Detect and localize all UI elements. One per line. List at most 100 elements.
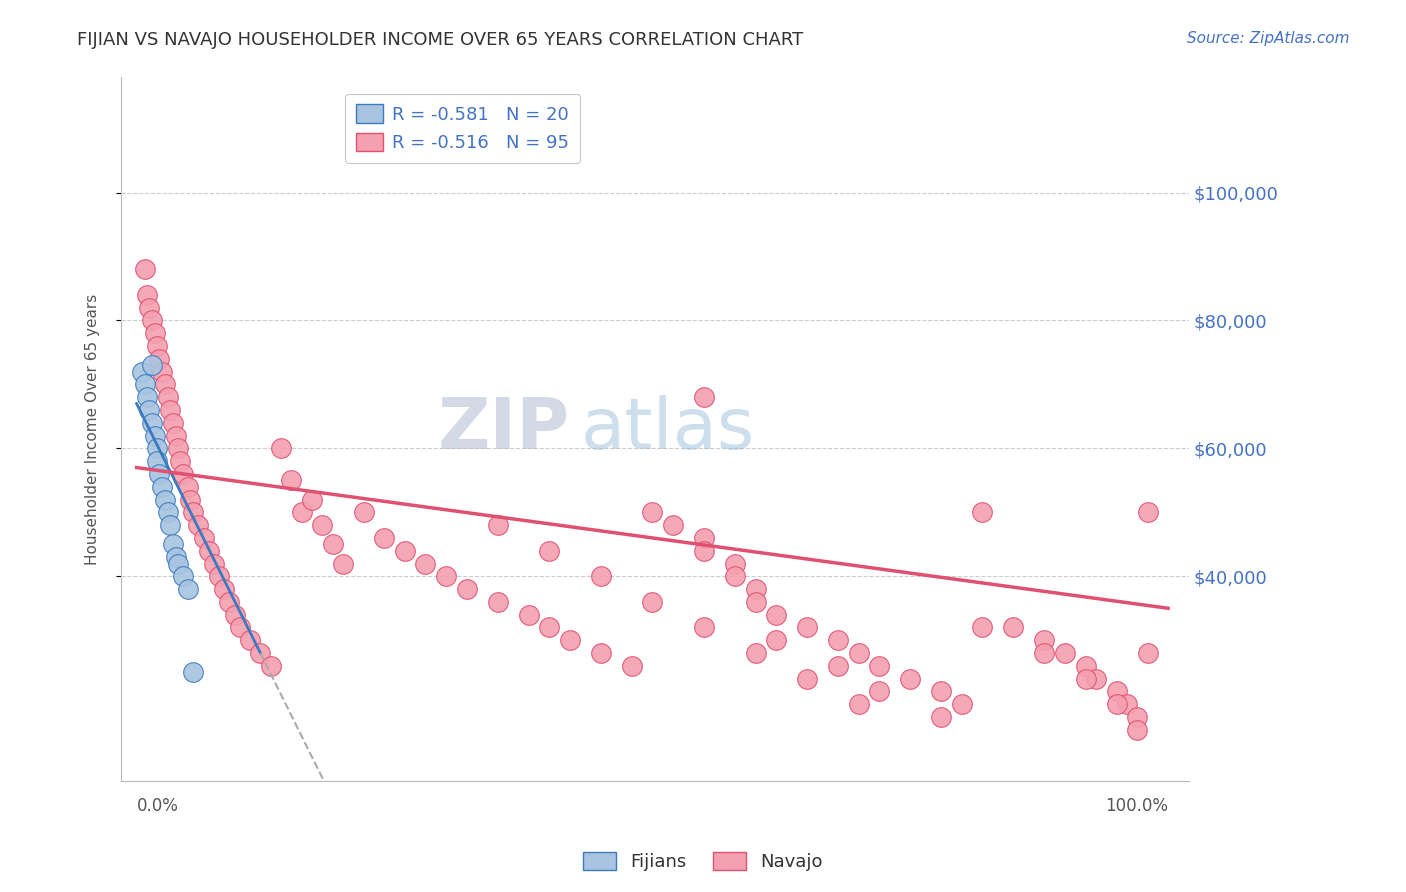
- Point: [1053, 646, 1076, 660]
- Point: [1115, 697, 1137, 711]
- Point: [1105, 697, 1128, 711]
- Point: [291, 505, 314, 519]
- Point: [156, 505, 179, 519]
- Point: [744, 595, 766, 609]
- Text: 100.0%: 100.0%: [1105, 797, 1168, 815]
- Point: [1126, 723, 1149, 737]
- Text: Source: ZipAtlas.com: Source: ZipAtlas.com: [1187, 31, 1350, 46]
- Point: [183, 665, 205, 680]
- Point: [1033, 633, 1056, 648]
- Point: [1074, 658, 1097, 673]
- Text: 0.0%: 0.0%: [136, 797, 179, 815]
- Point: [456, 582, 478, 596]
- Point: [311, 518, 333, 533]
- Point: [373, 531, 395, 545]
- Text: FIJIAN VS NAVAJO HOUSEHOLDER INCOME OVER 65 YEARS CORRELATION CHART: FIJIAN VS NAVAJO HOUSEHOLDER INCOME OVER…: [77, 31, 804, 49]
- Point: [148, 351, 170, 366]
- Point: [249, 646, 271, 660]
- Point: [260, 658, 283, 673]
- Point: [146, 442, 169, 456]
- Point: [848, 697, 870, 711]
- Point: [141, 313, 163, 327]
- Point: [332, 557, 354, 571]
- Point: [517, 607, 540, 622]
- Point: [165, 550, 187, 565]
- Point: [148, 467, 170, 481]
- Point: [641, 595, 664, 609]
- Point: [744, 582, 766, 596]
- Point: [143, 428, 166, 442]
- Point: [868, 658, 890, 673]
- Point: [134, 262, 156, 277]
- Point: [322, 537, 344, 551]
- Point: [620, 658, 643, 673]
- Point: [1105, 684, 1128, 698]
- Point: [765, 607, 787, 622]
- Point: [172, 569, 194, 583]
- Point: [270, 442, 292, 456]
- Point: [224, 607, 246, 622]
- Point: [929, 684, 952, 698]
- Point: [898, 672, 921, 686]
- Point: [159, 518, 181, 533]
- Point: [131, 365, 153, 379]
- Point: [229, 620, 252, 634]
- Point: [796, 672, 818, 686]
- Point: [159, 403, 181, 417]
- Point: [146, 454, 169, 468]
- Text: atlas: atlas: [581, 394, 755, 464]
- Point: [187, 518, 209, 533]
- Point: [558, 633, 581, 648]
- Point: [724, 569, 747, 583]
- Point: [353, 505, 375, 519]
- Point: [218, 595, 240, 609]
- Point: [143, 326, 166, 341]
- Point: [693, 620, 716, 634]
- Point: [162, 416, 184, 430]
- Point: [486, 595, 509, 609]
- Point: [848, 646, 870, 660]
- Point: [827, 633, 849, 648]
- Point: [1033, 646, 1056, 660]
- Point: [179, 492, 201, 507]
- Point: [486, 518, 509, 533]
- Point: [1136, 646, 1159, 660]
- Point: [641, 505, 664, 519]
- Point: [138, 301, 160, 315]
- Point: [141, 416, 163, 430]
- Point: [394, 543, 416, 558]
- Point: [155, 377, 177, 392]
- Point: [972, 505, 994, 519]
- Point: [796, 620, 818, 634]
- Point: [538, 620, 561, 634]
- Point: [827, 658, 849, 673]
- Point: [172, 467, 194, 481]
- Legend: R = -0.581   N = 20, R = -0.516   N = 95: R = -0.581 N = 20, R = -0.516 N = 95: [346, 94, 581, 163]
- Point: [167, 557, 190, 571]
- Point: [724, 557, 747, 571]
- Point: [239, 633, 262, 648]
- Point: [152, 365, 174, 379]
- Point: [202, 557, 225, 571]
- Point: [929, 710, 952, 724]
- Point: [138, 403, 160, 417]
- Point: [280, 474, 302, 488]
- Point: [162, 537, 184, 551]
- Point: [434, 569, 457, 583]
- Point: [177, 582, 200, 596]
- Point: [1074, 672, 1097, 686]
- Point: [214, 582, 236, 596]
- Point: [177, 480, 200, 494]
- Point: [662, 518, 685, 533]
- Point: [301, 492, 323, 507]
- Point: [693, 543, 716, 558]
- Point: [1002, 620, 1025, 634]
- Point: [208, 569, 231, 583]
- Point: [183, 505, 205, 519]
- Point: [156, 390, 179, 404]
- Point: [135, 390, 157, 404]
- Point: [950, 697, 973, 711]
- Point: [744, 646, 766, 660]
- Point: [198, 543, 221, 558]
- Point: [765, 633, 787, 648]
